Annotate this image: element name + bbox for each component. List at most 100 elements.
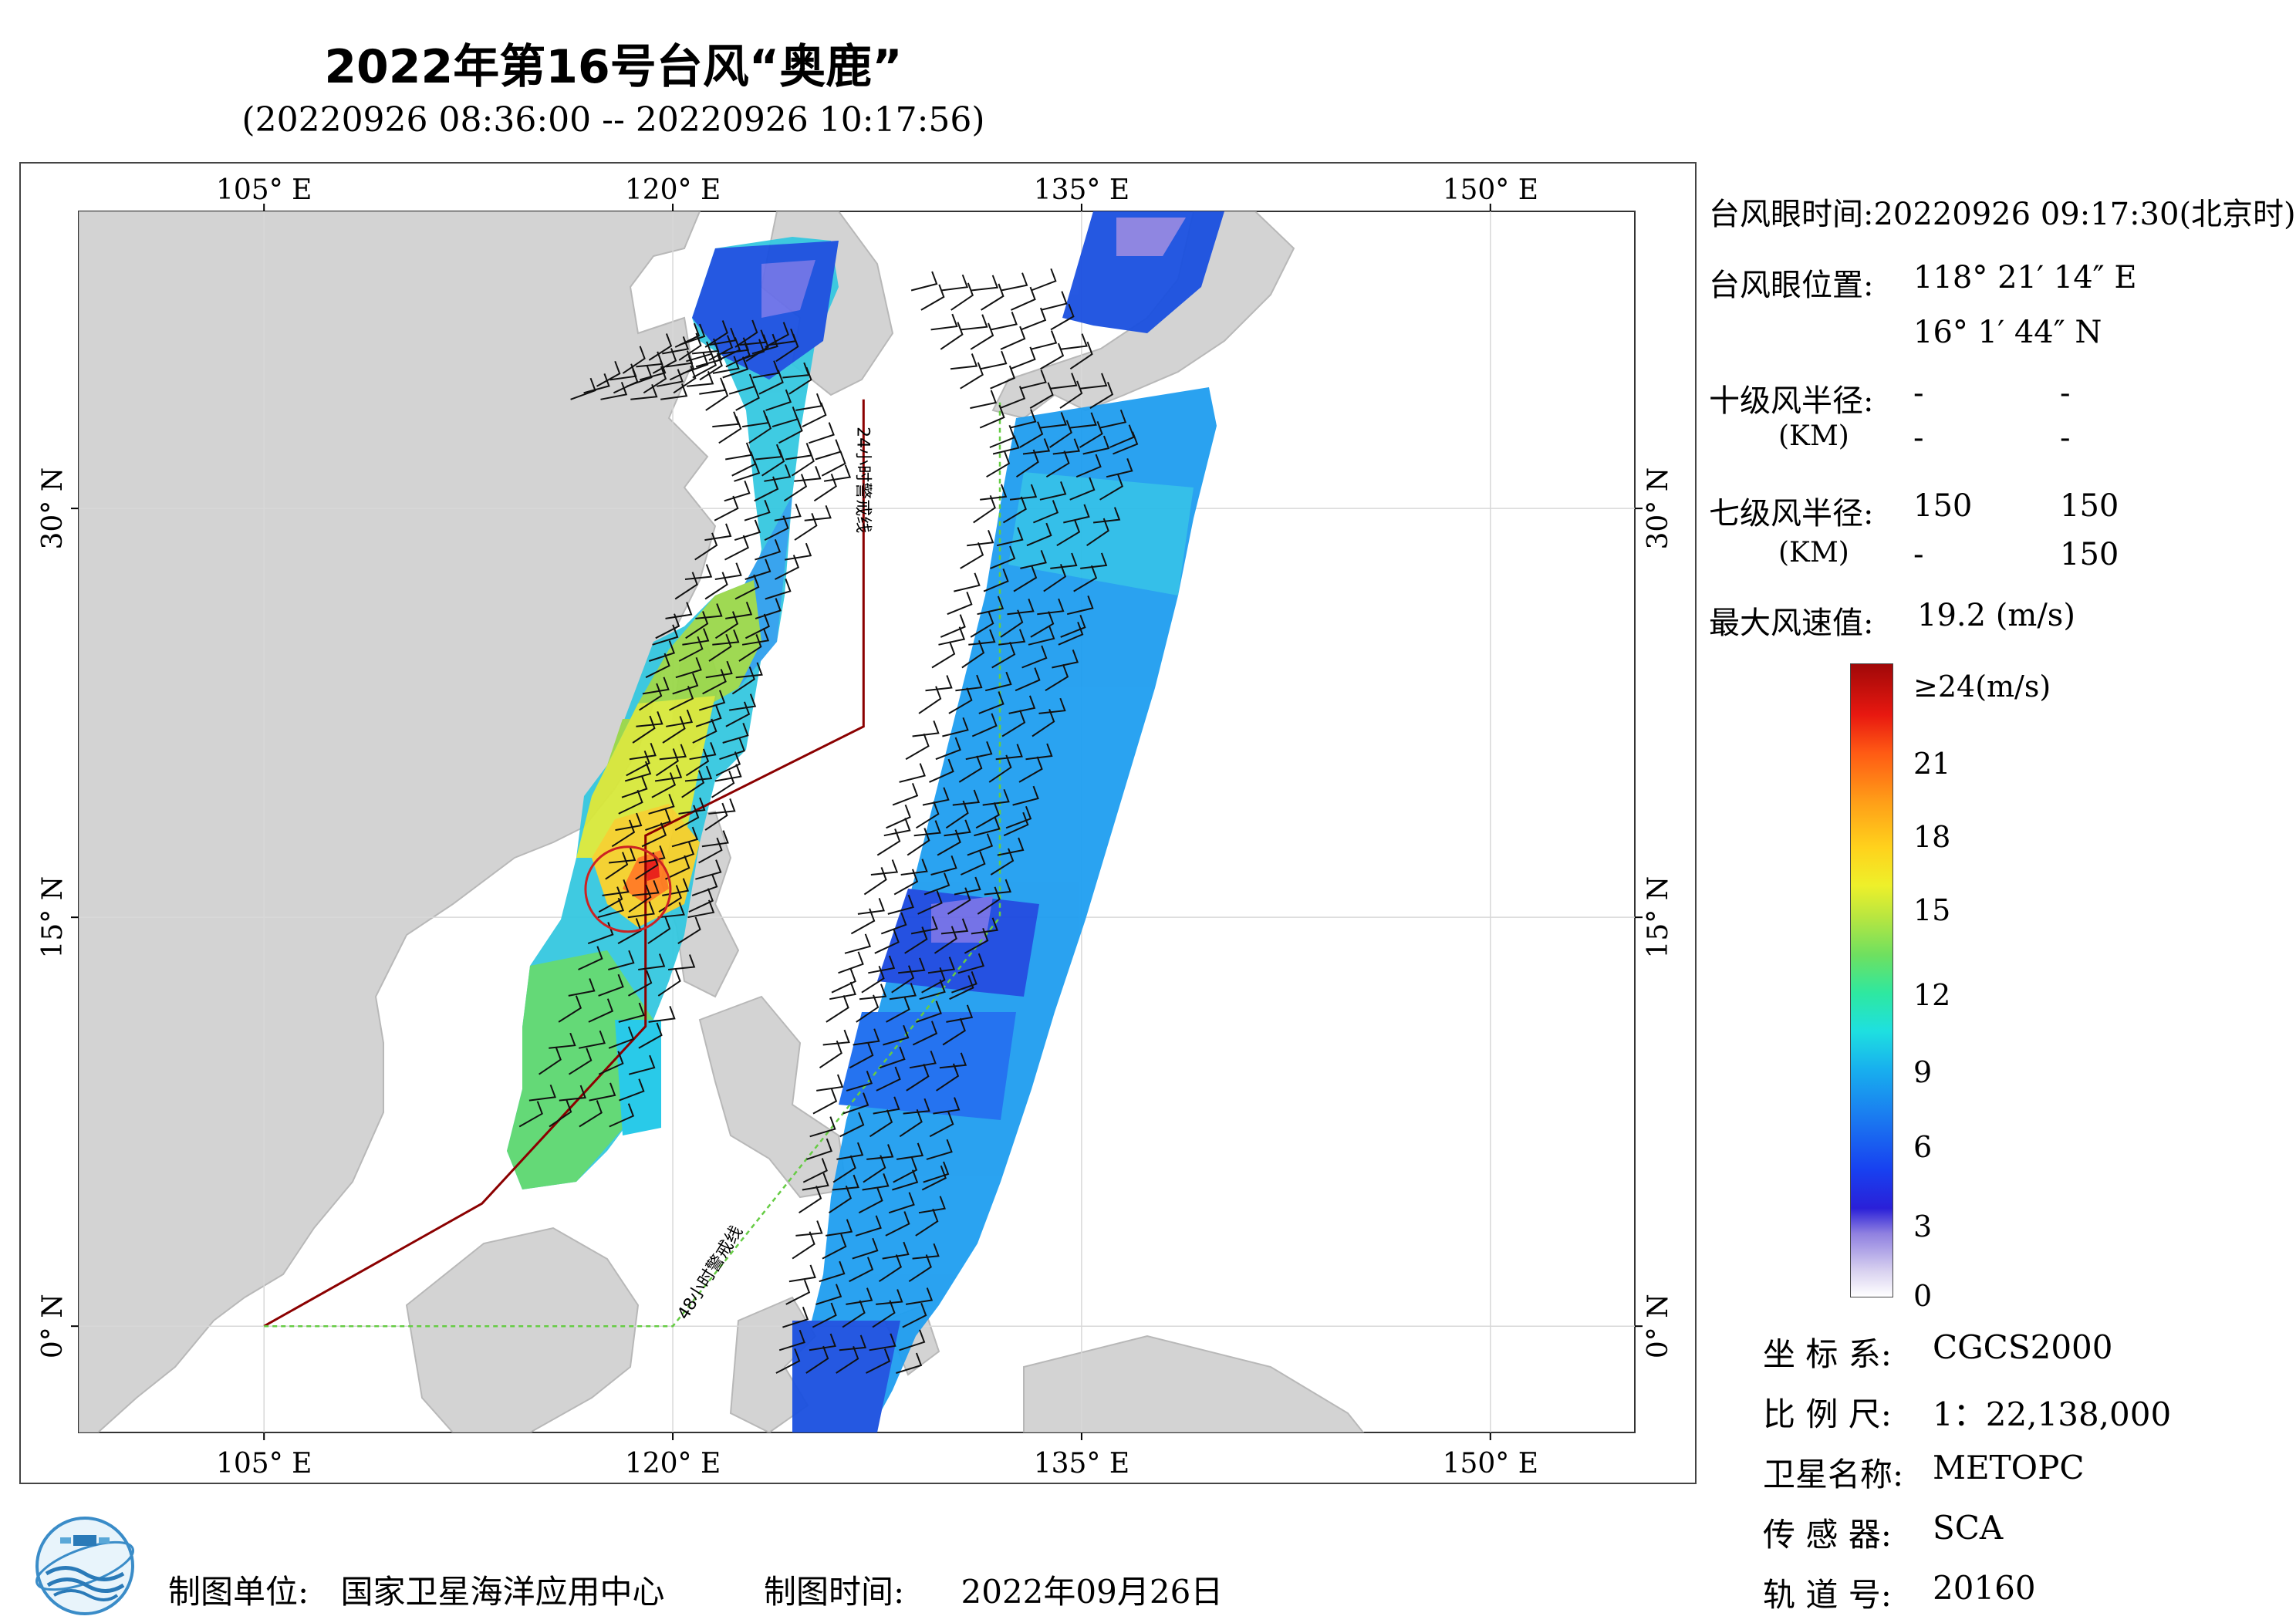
wind-barb: [885, 1211, 910, 1237]
wind-barb: [912, 720, 940, 737]
wind-barb: [657, 968, 681, 997]
wind-barb: [826, 1219, 853, 1237]
wind-barb: [579, 1030, 606, 1049]
colorbar-label-21: 21: [1913, 747, 1951, 781]
wind-barb: [991, 641, 1016, 669]
wind-barb: [704, 320, 728, 348]
wind-barb: [903, 1098, 930, 1115]
wind-barb: [1099, 409, 1127, 429]
colorbar-label-12: 12: [1913, 978, 1951, 1012]
wind-barb: [946, 1004, 974, 1023]
wind-barb: [926, 1139, 953, 1160]
wind-barb: [935, 737, 961, 761]
wind-barb: [921, 967, 946, 994]
eye-lon-value: 118° 21′ 14″ E: [1913, 260, 2137, 295]
wind-barb: [929, 758, 954, 783]
wind-barb: [880, 912, 907, 935]
wind-barb: [692, 718, 718, 744]
wind-barb: [702, 669, 727, 695]
sensor-value: SCA: [1933, 1509, 2004, 1547]
wind-barb: [872, 1300, 896, 1328]
wind-barb: [704, 523, 732, 542]
wind-barb: [997, 837, 1025, 856]
sensor-row: 传 感 器: SCA: [1763, 1509, 2003, 1556]
wind-barb: [632, 715, 656, 744]
wind-barb: [846, 1071, 873, 1092]
wind-barb: [960, 362, 984, 390]
wind-barb: [681, 770, 705, 798]
wind-barb: [654, 764, 683, 782]
wind-barb: [588, 998, 614, 1023]
wind-barb: [1020, 307, 1047, 331]
wind-barb: [734, 460, 761, 482]
wind-barb: [648, 640, 676, 662]
wind-barb: [984, 879, 1011, 896]
wind-barb: [609, 1103, 635, 1128]
eye-time-label: 台风眼时间:: [1709, 197, 1874, 232]
wind-barb: [892, 1169, 919, 1191]
wind-barb: [741, 627, 770, 646]
r10-unit: (KM): [1778, 420, 1849, 452]
lon-label-top: 105° E: [216, 174, 312, 206]
wind-barb: [923, 1161, 950, 1183]
wind-barb: [826, 995, 849, 1023]
japan-islands: [991, 211, 1295, 420]
max-wind-label: 最大风速值:: [1709, 606, 1874, 641]
wind-barb: [906, 1064, 930, 1092]
wind-barb: [642, 677, 670, 695]
wind-barb: [636, 351, 663, 368]
wind-barb: [947, 887, 971, 915]
wind-barb: [967, 833, 994, 856]
wind-barb: [596, 360, 621, 387]
wind-barb: [819, 1260, 846, 1283]
wind-barb: [655, 748, 679, 777]
wind-barb: [721, 337, 750, 355]
wind-barb: [722, 356, 749, 379]
wind-barb: [802, 1158, 828, 1183]
wind-barb: [583, 373, 610, 394]
swath-west: [507, 237, 839, 1189]
wind-barb: [692, 338, 720, 355]
wind-barb: [937, 829, 961, 856]
wind-barb: [1009, 409, 1037, 429]
wind-barb: [729, 693, 757, 711]
wind-barb: [908, 1254, 932, 1283]
wind-barb: [645, 653, 670, 679]
wind-barb: [1045, 450, 1070, 478]
wind-barb: [734, 319, 758, 348]
coord-system-row: 坐 标 系: CGCS2000: [1763, 1328, 2112, 1375]
wind-barb: [942, 1017, 966, 1046]
wind-barb: [799, 1186, 822, 1214]
wind-barb: [832, 1174, 859, 1191]
wind-barb: [842, 1300, 866, 1328]
wind-barb: [695, 603, 723, 619]
r10-row: 十级风半径: - -: [1709, 376, 2071, 420]
lat-label-left: 30° N: [37, 467, 69, 550]
wind-barb: [1020, 369, 1047, 390]
wind-barb: [615, 812, 643, 832]
wind-barb: [647, 916, 671, 944]
wind-barb: [805, 1345, 829, 1374]
wind-barb: [869, 1333, 896, 1351]
wind-barb: [971, 917, 998, 935]
wind-barb: [559, 1085, 586, 1102]
date-row: 制图时间: 2022年09月26日: [764, 1566, 1223, 1613]
wind-barb: [1009, 484, 1038, 501]
wind-barb: [745, 558, 772, 580]
eye-time-row: 台风眼时间:20220926 09:17:30(北京时): [1709, 189, 2296, 234]
wind-barb: [896, 1142, 924, 1160]
wind-barb: [714, 764, 742, 782]
wind-barb: [856, 994, 880, 1023]
wind-barb: [998, 629, 1026, 646]
wind-barb: [1113, 431, 1139, 455]
eye-position-row: 台风眼位置: 118° 21′ 14″ E: [1709, 260, 2137, 305]
wind-barb: [996, 527, 1024, 547]
wind-barb: [970, 390, 998, 410]
wind-barb: [691, 874, 718, 896]
wind-barb: [734, 519, 761, 542]
wind-barb: [1060, 333, 1088, 350]
wind-barb: [669, 686, 694, 711]
wind-barb: [1073, 565, 1098, 592]
wind-barb: [971, 713, 998, 737]
